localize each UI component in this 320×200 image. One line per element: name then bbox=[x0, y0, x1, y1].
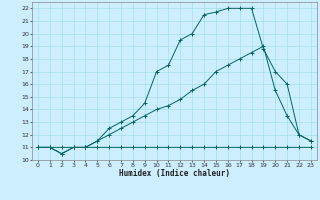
X-axis label: Humidex (Indice chaleur): Humidex (Indice chaleur) bbox=[119, 169, 230, 178]
